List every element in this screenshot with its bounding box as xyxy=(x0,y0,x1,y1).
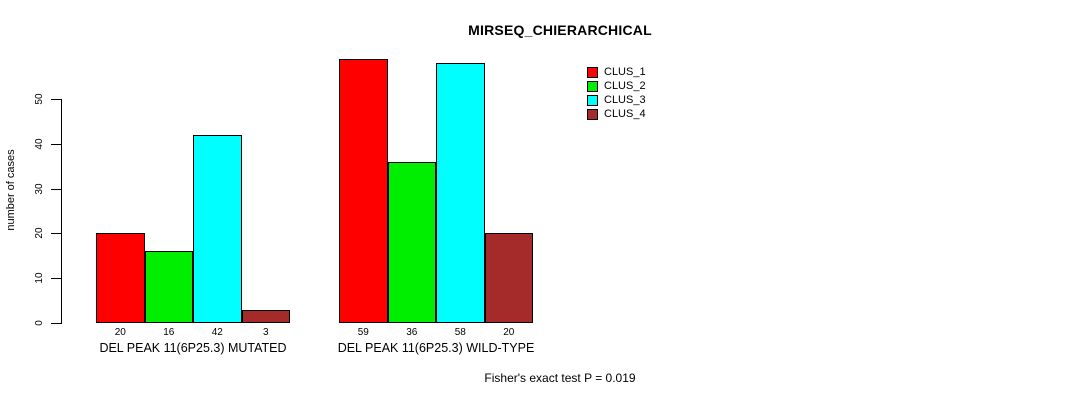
legend: CLUS_1 CLUS_2 CLUS_3 CLUS_4 xyxy=(587,65,646,121)
bar-value-label: 16 xyxy=(163,327,175,338)
y-tick-label: 50 xyxy=(34,93,45,105)
legend-item: CLUS_1 xyxy=(587,65,646,79)
y-tick-label: 30 xyxy=(34,183,45,195)
legend-label: CLUS_1 xyxy=(604,66,646,78)
legend-label: CLUS_2 xyxy=(604,80,646,92)
legend-swatch xyxy=(587,80,598,92)
y-axis-line xyxy=(61,99,62,324)
category-label: DEL PEAK 11(6P25.3) MUTATED xyxy=(99,341,287,355)
y-tick xyxy=(51,233,62,235)
y-tick-label: 0 xyxy=(34,320,45,326)
category-label: DEL PEAK 11(6P25.3) WILD-TYPE xyxy=(337,341,535,355)
y-tick xyxy=(51,143,62,145)
bar-value-label: 59 xyxy=(357,327,369,338)
chart-title: MIRSEQ_CHIERARCHICAL xyxy=(468,22,652,38)
y-tick xyxy=(51,323,62,324)
bar-clus_3-group1 xyxy=(193,134,242,323)
y-tick-label: 40 xyxy=(34,138,45,150)
y-tick xyxy=(51,278,62,280)
y-axis-title: number of cases xyxy=(5,149,17,231)
bar-value-label: 42 xyxy=(211,327,223,338)
y-tick xyxy=(51,188,62,190)
y-tick xyxy=(51,99,62,100)
bar-clus_4-group1 xyxy=(241,309,290,323)
bar-value-label: 20 xyxy=(503,327,515,338)
y-tick-label: 10 xyxy=(34,272,45,284)
legend-item: CLUS_3 xyxy=(587,93,646,107)
bar-clus_2-group2 xyxy=(387,161,436,323)
legend-swatch xyxy=(587,94,598,106)
bar-value-label: 36 xyxy=(406,327,418,338)
legend-item: CLUS_4 xyxy=(587,107,646,121)
legend-swatch xyxy=(587,66,598,78)
legend-label: CLUS_4 xyxy=(604,108,646,120)
bar-clus_1-group2 xyxy=(339,58,388,323)
legend-label: CLUS_3 xyxy=(604,94,646,106)
bar-value-label: 3 xyxy=(262,327,269,338)
annotation-text: Fisher's exact test P = 0.019 xyxy=(484,371,636,385)
bar-value-label: 58 xyxy=(454,327,466,338)
y-tick-label: 20 xyxy=(34,227,45,239)
bar-clus_4-group2 xyxy=(484,233,533,323)
bar-value-label: 20 xyxy=(114,327,126,338)
legend-swatch xyxy=(587,108,598,120)
bar-clus_3-group2 xyxy=(436,63,485,323)
legend-item: CLUS_2 xyxy=(587,79,646,93)
bar-clus_2-group1 xyxy=(144,251,193,323)
bar-clus_1-group1 xyxy=(96,233,145,323)
